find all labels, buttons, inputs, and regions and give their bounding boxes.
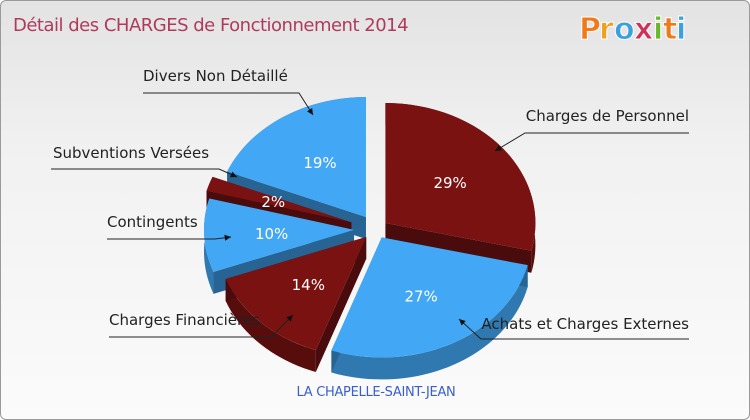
callout-arrow — [224, 234, 231, 241]
slice-percent-label: 10% — [255, 225, 288, 243]
pie-slice-1 — [331, 237, 528, 358]
slice-percent-label: 27% — [404, 287, 437, 305]
svg-text:o: o — [614, 12, 635, 47]
svg-text:r: r — [599, 12, 614, 47]
slice-callout-label: Charges Financières — [109, 311, 260, 329]
slice-percent-label: 19% — [303, 154, 336, 172]
slice-callout-label: Achats et Charges Externes — [481, 315, 689, 333]
slice-callout-label: Subventions Versées — [53, 144, 209, 162]
slice-percent-label: 29% — [433, 174, 466, 192]
callout-line — [458, 318, 689, 340]
callout-line — [494, 132, 689, 152]
callout-arrow — [495, 145, 502, 151]
svg-text:i: i — [676, 12, 686, 47]
callout-arrow — [230, 171, 237, 178]
pie-slice-2 — [225, 236, 367, 351]
commune-name: LA CHAPELLE-SAINT-JEAN — [296, 385, 456, 400]
svg-text:P: P — [579, 12, 601, 47]
callout-line — [109, 314, 294, 338]
slice-percent-label: 14% — [292, 276, 325, 294]
svg-text:t: t — [663, 12, 677, 47]
callout-line — [51, 168, 238, 178]
pie-slice-5 — [227, 97, 366, 218]
proxiti-logo: P r o x i t i — [579, 12, 687, 48]
slice-callout-label: Contingents — [107, 213, 198, 231]
svg-text:i: i — [653, 12, 663, 47]
callout-line — [143, 92, 314, 116]
chart-title: Détail des CHARGES de Fonctionnement 201… — [13, 15, 409, 36]
pie-slice-3 — [204, 198, 355, 272]
callout-arrow — [307, 108, 313, 115]
svg-text:x: x — [634, 12, 653, 47]
pie-top-faces — [204, 97, 536, 358]
slice-wall — [315, 236, 367, 373]
callout-arrow — [459, 319, 466, 326]
slice-rim — [331, 265, 528, 380]
slice-rim — [225, 278, 316, 373]
callout-arrow — [286, 315, 293, 322]
slice-callout-label: Divers Non Détaillé — [143, 67, 288, 85]
pie-slice-0 — [385, 103, 536, 251]
slice-percent-label: 2% — [261, 193, 285, 211]
slice-callout-label: Charges de Personnel — [526, 107, 689, 125]
pie-slice-4 — [206, 176, 352, 223]
